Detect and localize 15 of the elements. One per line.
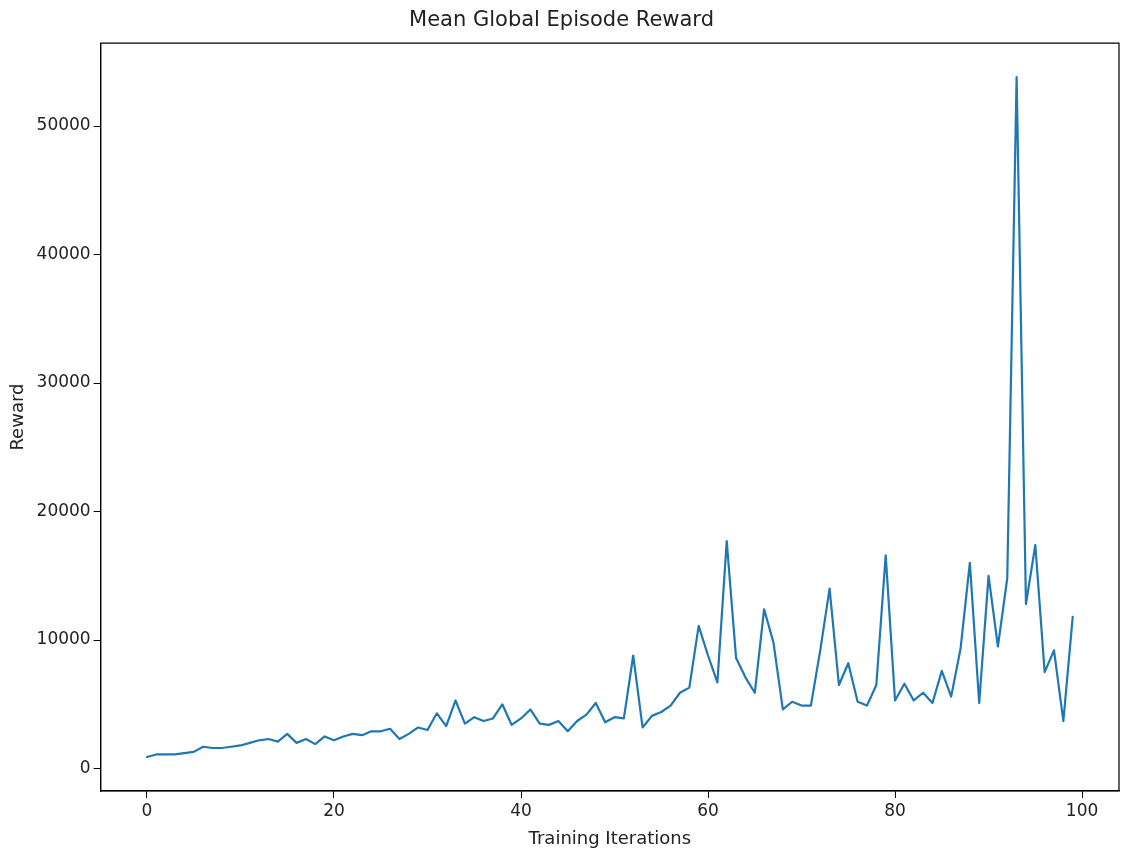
- x-tick-label: 100: [1065, 799, 1099, 820]
- y-tick-label: 10000: [36, 628, 91, 649]
- y-tick-label: 0: [79, 757, 91, 777]
- chart-title: Mean Global Episode Reward: [409, 7, 714, 32]
- x-tick-label: 20: [323, 799, 345, 820]
- y-tick-label: 50000: [36, 114, 91, 135]
- x-tick-label: 40: [510, 799, 532, 820]
- x-tick-label: 80: [884, 799, 906, 820]
- x-tick-label: 60: [697, 799, 719, 820]
- y-tick-label: 30000: [36, 371, 91, 392]
- y-tick-label: 40000: [36, 242, 91, 263]
- x-axis-title: Training Iterations: [527, 826, 692, 848]
- y-tick-label: 20000: [36, 499, 91, 520]
- x-tick-label: 0: [141, 799, 153, 820]
- y-axis-title: Reward: [6, 383, 28, 451]
